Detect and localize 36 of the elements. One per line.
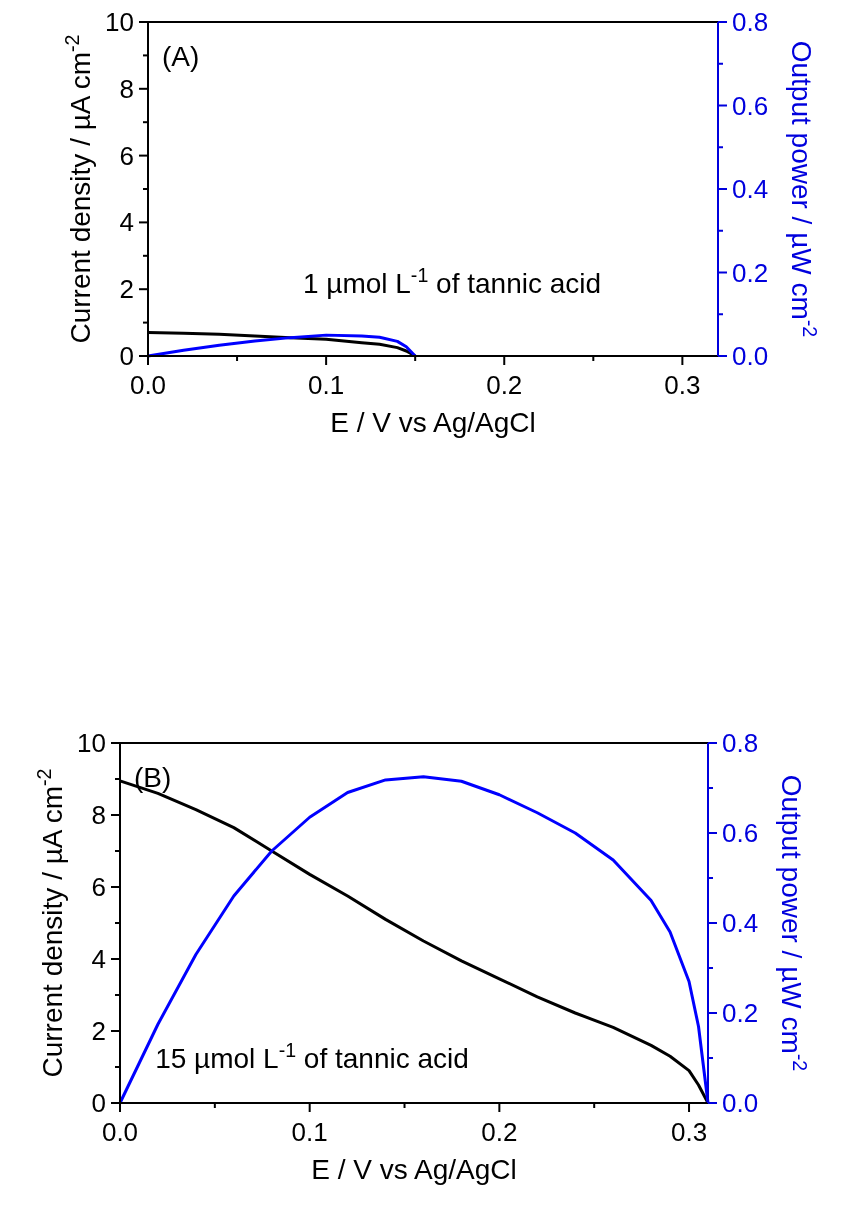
y-tick-label: 4	[119, 207, 134, 238]
y-tick-label: 0	[91, 1088, 106, 1118]
y2-tick-label: 0.0	[722, 1088, 759, 1118]
y-tick-label: 6	[91, 872, 106, 902]
y-tick-label: 0	[119, 341, 134, 371]
x-tick-label: 0.0	[101, 1117, 139, 1147]
x-tick-label: 0.1	[308, 370, 345, 400]
x-tick-label: 0.2	[486, 370, 523, 400]
text: (B)	[134, 762, 172, 793]
y-tick-label: 10	[77, 728, 106, 758]
y-tick-label: 2	[119, 274, 134, 305]
y-tick-label: 8	[91, 800, 106, 830]
x-axis-title: E / V vs Ag/AgCl	[330, 407, 536, 438]
annotation: 1 µmol L$^{-1}$ of tannic acid	[302, 264, 602, 299]
x-tick-label: 0.3	[670, 1117, 708, 1147]
y2-tick-label: 0.6	[722, 818, 759, 848]
y2-tick-label: 0.6	[732, 90, 769, 121]
y-tick-label: 8	[119, 73, 134, 104]
text: (A)	[162, 41, 200, 72]
y-tick-label: 2	[91, 1016, 106, 1046]
y2-tick-label: 0.8	[732, 7, 769, 37]
y2-tick-label: 0.4	[722, 908, 759, 938]
y-tick-label: 4	[91, 944, 106, 974]
y2-tick-label: 0.8	[722, 728, 759, 758]
y-tick-label: 10	[105, 7, 134, 37]
x-tick-label: 0.3	[664, 370, 701, 400]
x-axis-title: E / V vs Ag/AgCl	[311, 1154, 517, 1185]
x-tick-label: 0.1	[291, 1117, 328, 1147]
y2-tick-label: 0.2	[722, 998, 759, 1028]
annotation: 15 µmol L$^{-1}$ of tannic acid	[155, 1039, 469, 1074]
x-tick-label: 0.2	[481, 1117, 518, 1147]
y2-tick-label: 0.0	[732, 341, 769, 371]
x-tick-label: 0.0	[129, 370, 167, 400]
y2-tick-label: 0.4	[732, 174, 769, 204]
y-tick-label: 6	[119, 140, 134, 171]
y2-tick-label: 0.2	[732, 257, 769, 288]
